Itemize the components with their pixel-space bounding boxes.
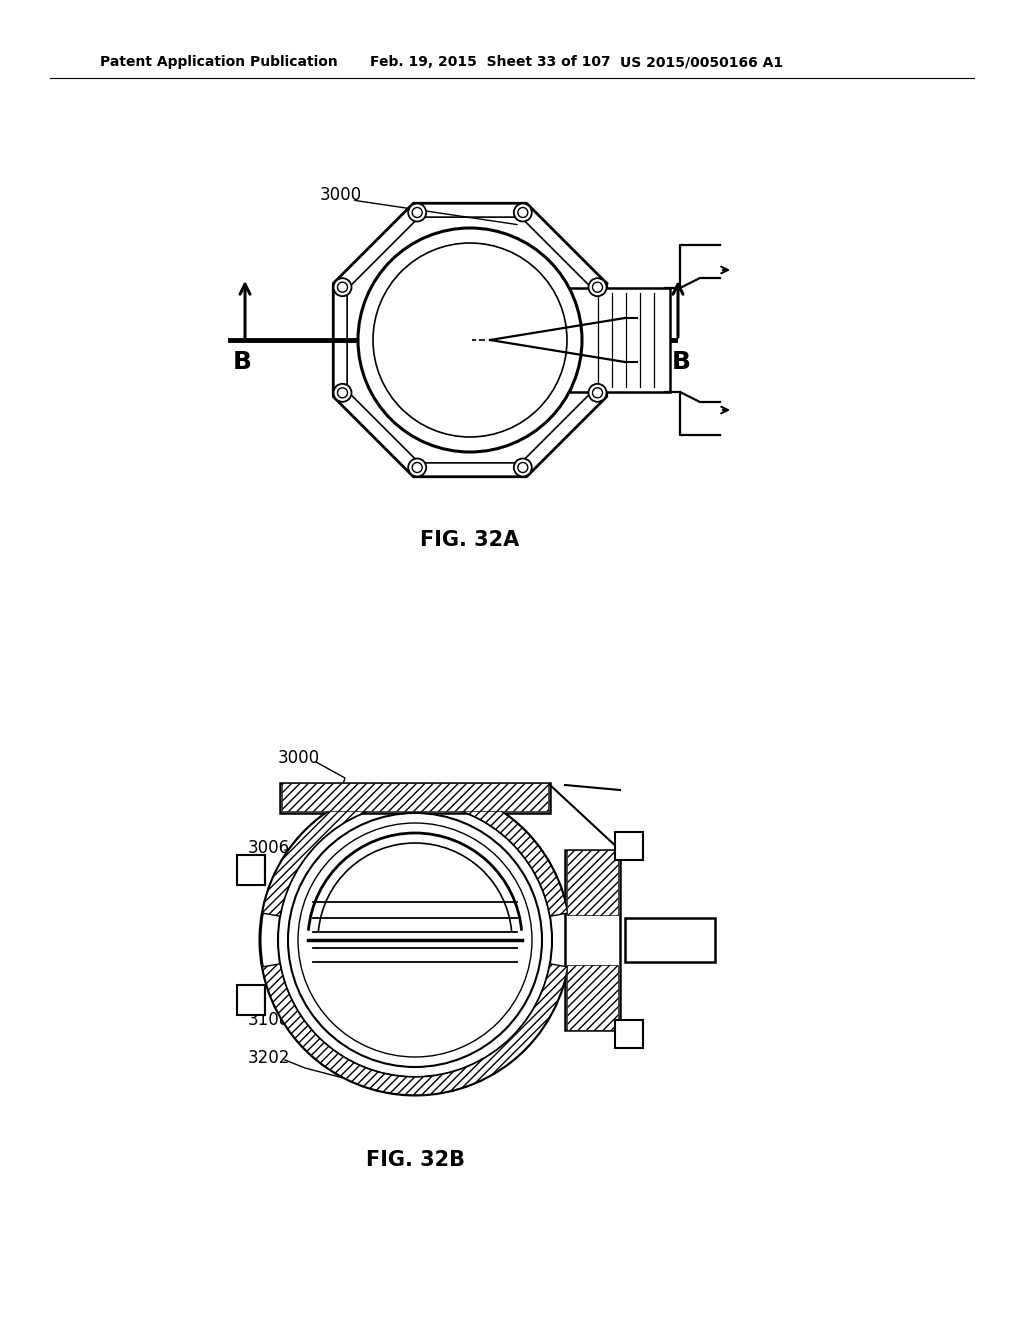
Text: 3006: 3006: [248, 840, 290, 857]
Circle shape: [288, 813, 542, 1067]
Circle shape: [373, 243, 567, 437]
Circle shape: [278, 803, 552, 1077]
Bar: [282, 783, 548, 810]
Text: Patent Application Publication: Patent Application Publication: [100, 55, 338, 69]
Text: B: B: [232, 350, 252, 374]
Bar: [565, 850, 620, 1030]
Text: B: B: [672, 350, 690, 374]
Text: FIG. 32A: FIG. 32A: [421, 531, 519, 550]
Text: US 2015/0050166 A1: US 2015/0050166 A1: [620, 55, 783, 69]
Circle shape: [409, 203, 426, 222]
Circle shape: [358, 228, 582, 451]
Text: FIG. 32B: FIG. 32B: [366, 1150, 465, 1170]
Circle shape: [593, 282, 602, 292]
Circle shape: [338, 388, 347, 397]
Text: Feb. 19, 2015  Sheet 33 of 107: Feb. 19, 2015 Sheet 33 of 107: [370, 55, 610, 69]
Circle shape: [260, 785, 570, 1096]
Text: 3202: 3202: [248, 1049, 291, 1067]
Bar: [615, 1020, 643, 1048]
Circle shape: [518, 207, 527, 218]
Bar: [567, 965, 618, 1030]
Polygon shape: [262, 964, 567, 1096]
Circle shape: [589, 279, 606, 296]
Text: 3108: 3108: [248, 1011, 290, 1030]
Circle shape: [518, 462, 527, 473]
Circle shape: [593, 388, 602, 397]
Circle shape: [409, 458, 426, 477]
Bar: [237, 855, 265, 884]
Circle shape: [334, 279, 351, 296]
Bar: [625, 917, 715, 962]
Bar: [567, 850, 618, 915]
Bar: [570, 288, 670, 392]
Circle shape: [413, 462, 422, 473]
Circle shape: [514, 203, 531, 222]
Circle shape: [589, 384, 606, 401]
Circle shape: [413, 207, 422, 218]
Circle shape: [338, 282, 347, 292]
Polygon shape: [262, 785, 567, 916]
Text: 3000: 3000: [278, 748, 321, 767]
Bar: [615, 832, 643, 861]
Circle shape: [514, 458, 531, 477]
Circle shape: [334, 384, 351, 401]
Text: 3000: 3000: [319, 186, 362, 205]
Bar: [280, 783, 550, 813]
Bar: [237, 985, 265, 1015]
Circle shape: [298, 822, 532, 1057]
